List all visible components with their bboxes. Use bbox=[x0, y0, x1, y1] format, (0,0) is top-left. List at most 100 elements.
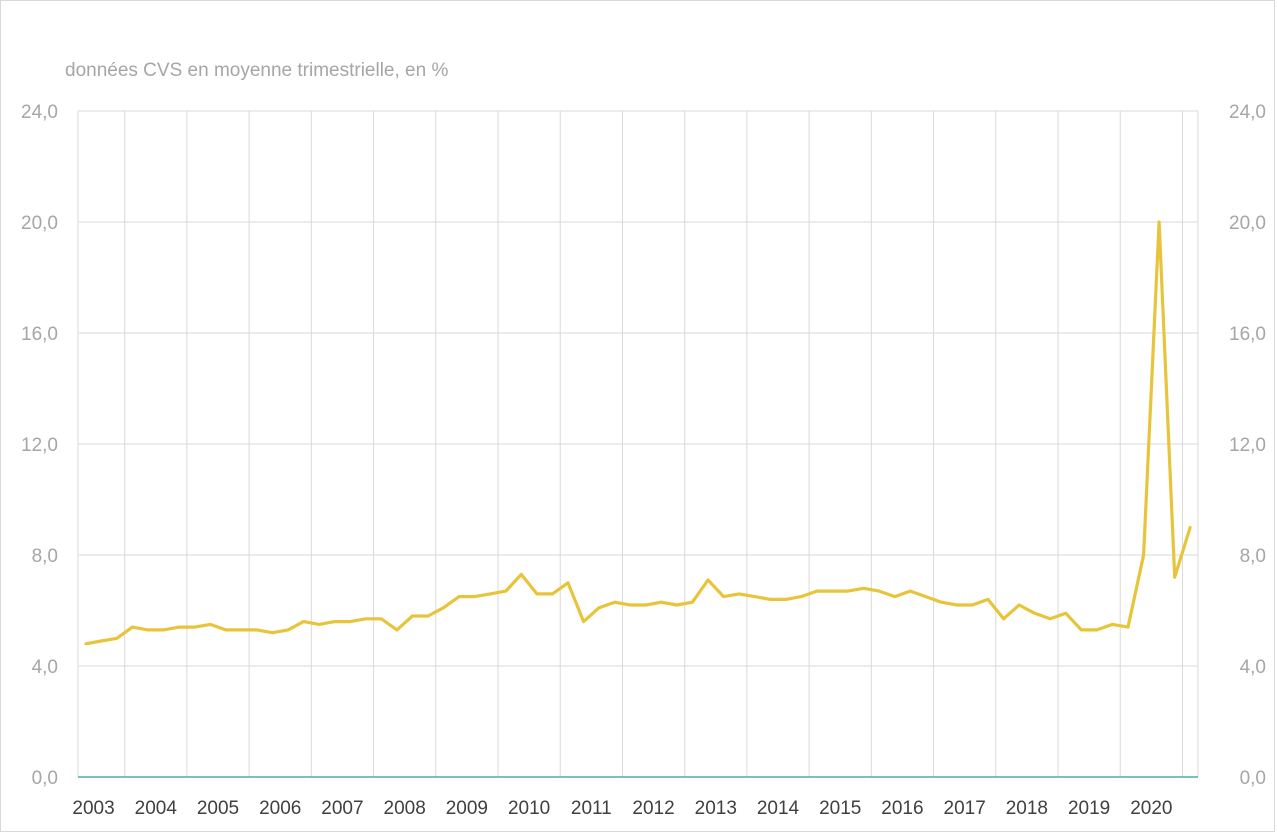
x-tick-label: 2013 bbox=[695, 798, 737, 819]
data-point bbox=[1017, 603, 1021, 607]
data-point bbox=[644, 603, 648, 607]
data-point bbox=[239, 628, 243, 632]
x-tick-label: 2018 bbox=[1006, 798, 1048, 819]
data-point bbox=[628, 603, 632, 607]
data-point bbox=[1048, 617, 1052, 621]
x-tick-label: 2016 bbox=[881, 798, 923, 819]
data-point bbox=[613, 600, 617, 604]
data-point bbox=[317, 622, 321, 626]
data-point bbox=[333, 620, 337, 623]
data-point bbox=[193, 625, 197, 629]
data-point bbox=[395, 628, 399, 632]
y-tick-label-left: 4,0 bbox=[32, 657, 58, 678]
data-point bbox=[1111, 622, 1114, 626]
x-tick-label: 2010 bbox=[508, 798, 550, 819]
x-tick-label: 2005 bbox=[197, 798, 239, 819]
data-point bbox=[84, 642, 88, 646]
data-point bbox=[753, 595, 757, 599]
y-tick-label-right: 8,0 bbox=[1240, 546, 1266, 567]
y-tick-label-right: 24,0 bbox=[1229, 102, 1266, 123]
data-point bbox=[768, 598, 772, 601]
data-point bbox=[691, 600, 694, 604]
data-point bbox=[364, 617, 368, 621]
y-tick-label-left: 20,0 bbox=[21, 213, 58, 234]
y-tick-label-right: 4,0 bbox=[1240, 657, 1266, 678]
data-point bbox=[146, 628, 150, 632]
data-point bbox=[551, 592, 554, 596]
y-tick-label-left: 12,0 bbox=[21, 435, 58, 456]
data-point bbox=[411, 614, 414, 618]
data-point bbox=[519, 573, 523, 576]
x-tick-label: 2014 bbox=[757, 798, 800, 819]
data-point bbox=[1095, 628, 1099, 632]
x-tick-label: 2020 bbox=[1130, 798, 1172, 819]
data-point bbox=[815, 589, 819, 593]
x-tick-label: 2019 bbox=[1068, 798, 1110, 819]
data-point bbox=[488, 592, 492, 596]
data-point bbox=[162, 628, 165, 632]
data-point bbox=[939, 600, 943, 604]
y-tick-label-right: 12,0 bbox=[1229, 435, 1266, 456]
y-tick-label-right: 20,0 bbox=[1229, 213, 1266, 234]
chart-subtitle: données CVS en moyenne trimestrielle, en… bbox=[65, 60, 449, 81]
data-point bbox=[706, 578, 710, 582]
data-point bbox=[442, 606, 445, 610]
data-point bbox=[348, 620, 352, 623]
x-tick-label: 2009 bbox=[446, 798, 488, 819]
data-point bbox=[582, 620, 585, 623]
data-point bbox=[473, 595, 477, 599]
data-point bbox=[1002, 617, 1005, 621]
data-point bbox=[177, 625, 181, 629]
data-point bbox=[955, 603, 959, 607]
x-tick-label: 2011 bbox=[571, 798, 612, 819]
data-point bbox=[255, 628, 259, 632]
y-tick-label-left: 24,0 bbox=[21, 102, 58, 123]
x-tick-label: 2008 bbox=[384, 798, 426, 819]
data-point bbox=[1064, 611, 1068, 615]
data-point bbox=[675, 603, 679, 607]
data-point bbox=[877, 589, 881, 593]
data-point bbox=[286, 628, 290, 632]
data-point bbox=[535, 592, 539, 596]
y-tick-label-left: 8,0 bbox=[32, 546, 58, 567]
data-point bbox=[846, 589, 850, 593]
data-point bbox=[924, 595, 928, 599]
data-point bbox=[271, 631, 274, 635]
data-point bbox=[99, 639, 103, 643]
data-point bbox=[426, 614, 430, 618]
data-point bbox=[862, 586, 865, 590]
data-point bbox=[971, 603, 974, 607]
data-point bbox=[659, 600, 663, 604]
x-tick-label: 2004 bbox=[135, 798, 178, 819]
x-tick-label: 2015 bbox=[819, 798, 861, 819]
data-point bbox=[302, 620, 305, 623]
y-tick-label-right: 0,0 bbox=[1240, 768, 1266, 789]
data-point bbox=[566, 581, 570, 585]
data-point bbox=[597, 606, 601, 610]
x-tick-label: 2012 bbox=[632, 798, 674, 819]
x-tick-label: 2007 bbox=[321, 798, 363, 819]
y-tick-label-left: 0,0 bbox=[32, 768, 58, 789]
data-point bbox=[1157, 220, 1161, 224]
data-point bbox=[1142, 553, 1145, 557]
x-tick-label: 2017 bbox=[944, 798, 986, 819]
data-point bbox=[1173, 575, 1177, 579]
data-point bbox=[208, 622, 212, 626]
data-point bbox=[1188, 525, 1192, 529]
data-point bbox=[831, 589, 834, 593]
y-tick-label-right: 16,0 bbox=[1229, 324, 1266, 345]
data-point bbox=[131, 625, 134, 629]
y-tick-label-left: 16,0 bbox=[21, 324, 58, 345]
data-point bbox=[908, 589, 912, 593]
x-tick-label: 2006 bbox=[259, 798, 301, 819]
data-point bbox=[457, 595, 461, 599]
data-point bbox=[986, 598, 990, 601]
data-point bbox=[224, 628, 228, 632]
data-point bbox=[1126, 625, 1130, 629]
data-point bbox=[737, 592, 741, 596]
x-tick-label: 2003 bbox=[72, 798, 114, 819]
data-point bbox=[722, 595, 725, 599]
data-point bbox=[115, 636, 119, 640]
